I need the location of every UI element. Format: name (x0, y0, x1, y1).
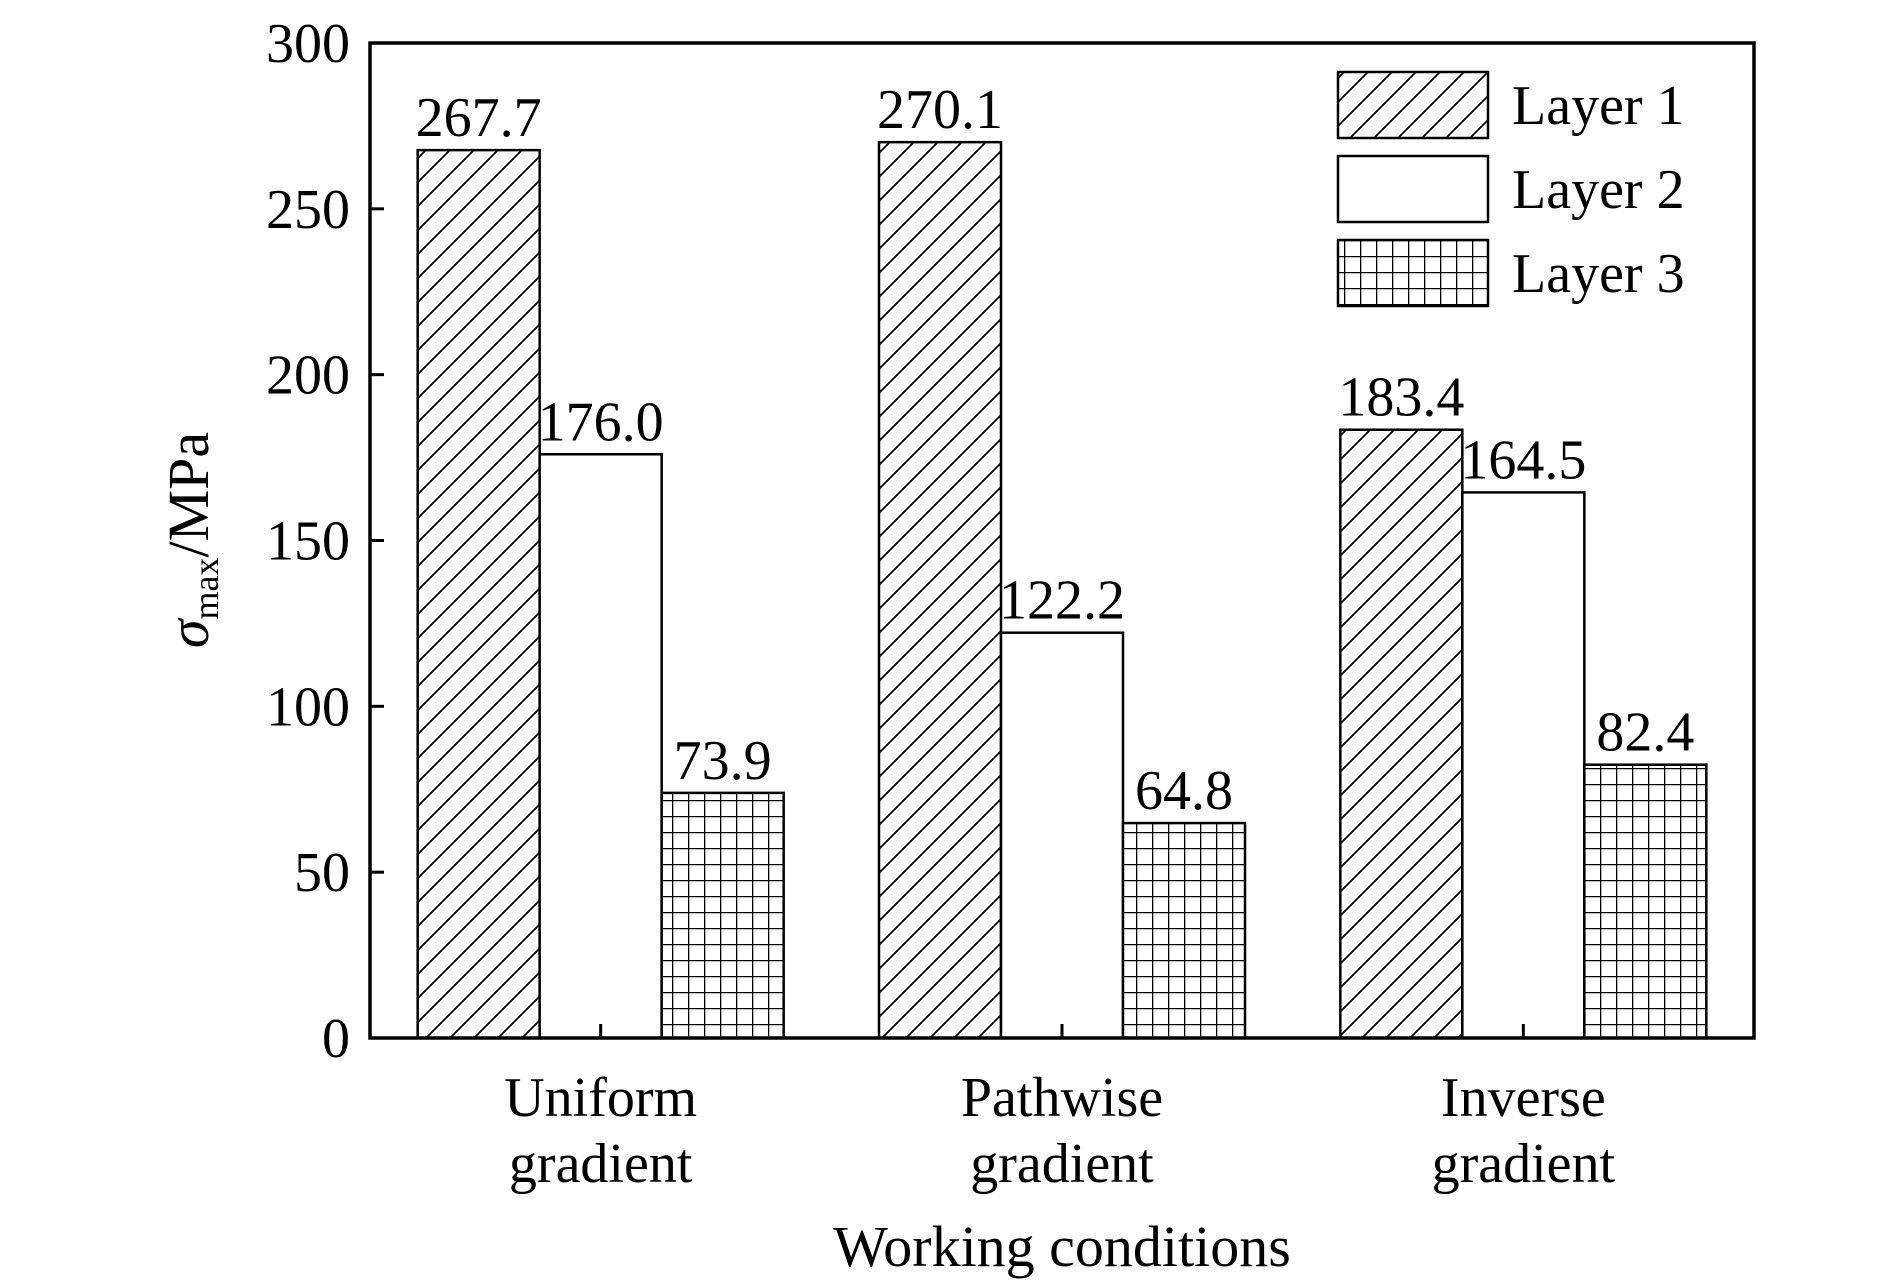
bar-value-label: 267.7 (416, 87, 542, 149)
x-category-label-line: Inverse (1441, 1067, 1606, 1129)
y-tick-label: 50 (294, 842, 350, 904)
legend-label: Layer 3 (1512, 243, 1685, 305)
bar-layer3-pathwise (1121, 821, 1247, 1040)
legend-swatch-layer1 (1336, 70, 1490, 140)
legend-swatch-layer2 (1336, 154, 1490, 224)
y-tick-label: 300 (266, 13, 350, 75)
y-tick-label: 100 (266, 676, 350, 738)
bar-value-label: 270.1 (877, 79, 1003, 141)
bar-value-label: 73.9 (674, 730, 772, 792)
bar-layer1-pathwise (877, 140, 1003, 1040)
x-axis-title: Working conditions (833, 1214, 1291, 1279)
bar-layer1-uniform (416, 148, 541, 1040)
bar-value-label: 183.4 (1338, 367, 1464, 429)
legend-swatch-layer3 (1336, 238, 1490, 308)
x-axis-ticks (599, 1024, 1525, 1038)
y-axis-subscript: max (186, 558, 226, 620)
bars-layer (416, 140, 1708, 1040)
y-axis-unit: /MPa (156, 432, 221, 558)
x-category-label: Inverse gradient (1432, 1067, 1616, 1195)
y-tick-label: 150 (266, 511, 350, 573)
bar-layer3-inverse (1583, 763, 1708, 1040)
x-category-label-line: Pathwise (961, 1067, 1163, 1129)
x-category-label-line: gradient (509, 1133, 693, 1195)
y-tick-label: 200 (266, 345, 350, 407)
y-axis-ticks: 0 50 100 150 200 250 300 (266, 13, 384, 1070)
bar-value-label: 176.0 (538, 391, 664, 453)
y-tick-label: 250 (266, 179, 350, 241)
x-category-label-line: gradient (970, 1133, 1154, 1195)
y-axis-title: σmax/MPa (156, 432, 226, 648)
x-category-label-line: Uniform (504, 1067, 697, 1129)
bar-layer2-pathwise (999, 631, 1125, 1040)
legend-label: Layer 1 (1512, 75, 1685, 137)
legend: Layer 1 Layer 2 Layer 3 (1336, 70, 1685, 308)
y-axis-symbol: σ (156, 617, 221, 648)
bar-value-label: 122.2 (999, 570, 1125, 632)
x-category-label-line: gradient (1432, 1133, 1616, 1195)
bar-value-label: 164.5 (1460, 429, 1586, 491)
legend-label: Layer 2 (1512, 159, 1685, 221)
bar-layer2-inverse (1461, 491, 1586, 1040)
bar-value-label: 82.4 (1596, 702, 1694, 764)
bar-layer2-uniform (538, 453, 663, 1040)
x-category-label: Pathwise gradient (961, 1067, 1163, 1195)
x-category-label: Uniform gradient (504, 1067, 697, 1195)
bar-layer1-inverse (1339, 428, 1464, 1040)
bar-layer3-uniform (660, 791, 785, 1040)
bar-value-label: 64.8 (1135, 760, 1233, 822)
y-tick-label: 0 (322, 1008, 350, 1070)
